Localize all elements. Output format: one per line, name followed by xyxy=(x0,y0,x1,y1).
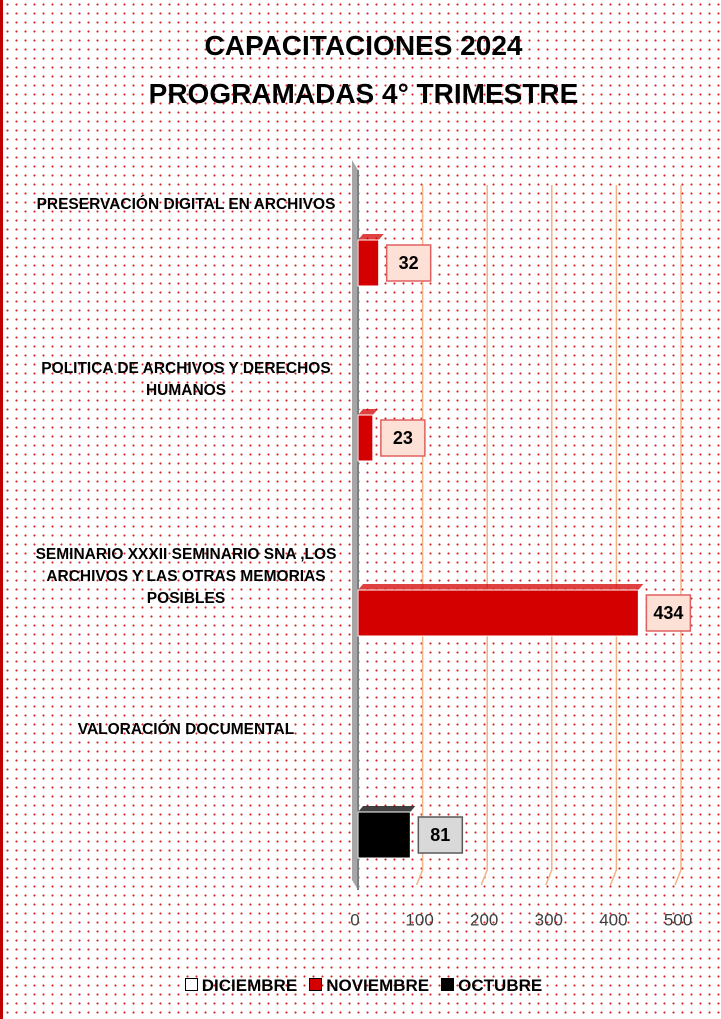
grid-line xyxy=(480,185,488,886)
x-tick-label: 400 xyxy=(599,910,627,929)
data-label: 434 xyxy=(653,603,683,623)
grid-line xyxy=(545,185,553,886)
data-label: 23 xyxy=(393,428,413,448)
grid-line xyxy=(609,185,618,886)
x-tick-label: 200 xyxy=(470,910,498,929)
bar-top xyxy=(358,584,644,590)
x-tick-label: 300 xyxy=(535,910,563,929)
data-label: 32 xyxy=(399,253,419,273)
legend-label: NOVIEMBRE xyxy=(326,976,430,995)
category-label: PRESERVACIÓN DIGITAL EN ARCHIVOS xyxy=(36,196,336,213)
legend-swatch xyxy=(184,978,198,991)
category-label: VALORACIÓN DOCUMENTAL xyxy=(77,721,295,738)
x-tick-label: 0 xyxy=(350,910,359,929)
legend-swatch xyxy=(441,978,455,991)
chart-title: CAPACITACIONES 2024 xyxy=(204,30,523,61)
data-label-box xyxy=(385,244,432,282)
data-label-box xyxy=(380,419,426,457)
data-label: 81 xyxy=(430,825,450,845)
data-label-box xyxy=(417,816,464,854)
legend-item: NOVIEMBRE xyxy=(309,976,429,995)
legend-item: DICIEMBRE xyxy=(184,976,298,995)
bar-top xyxy=(358,806,416,812)
bar xyxy=(357,239,380,287)
bar xyxy=(357,414,374,462)
bar xyxy=(357,589,639,637)
bar-top xyxy=(358,409,378,415)
x-tick-label: 100 xyxy=(405,910,433,929)
axis-wall xyxy=(352,160,358,890)
x-tick-label: 500 xyxy=(664,910,692,929)
category-label: SEMINARIO XXXII SEMINARIO SNA ,LOS ARCHI… xyxy=(35,546,337,607)
chart-subtitle: PROGRAMADAS 4° TRIMESTRE xyxy=(148,78,579,109)
legend-swatch xyxy=(309,978,323,991)
legend-label: DICIEMBRE xyxy=(201,976,298,995)
grid-line xyxy=(674,185,682,886)
bar-top xyxy=(358,234,384,240)
bar xyxy=(357,811,411,859)
chart: 0 100 200 300 400 500 32 23 434 81 xyxy=(350,160,692,929)
legend-label: OCTUBRE xyxy=(458,976,543,995)
category-label: POLITICA DE ARCHIVOS Y DERECHOS HUMANOS xyxy=(41,360,331,399)
legend-item: OCTUBRE xyxy=(441,976,542,995)
data-label-box xyxy=(645,594,692,632)
grid-line xyxy=(415,185,424,886)
legend: DICIEMBRE NOVIEMBRE OCTUBRE xyxy=(3,976,721,996)
